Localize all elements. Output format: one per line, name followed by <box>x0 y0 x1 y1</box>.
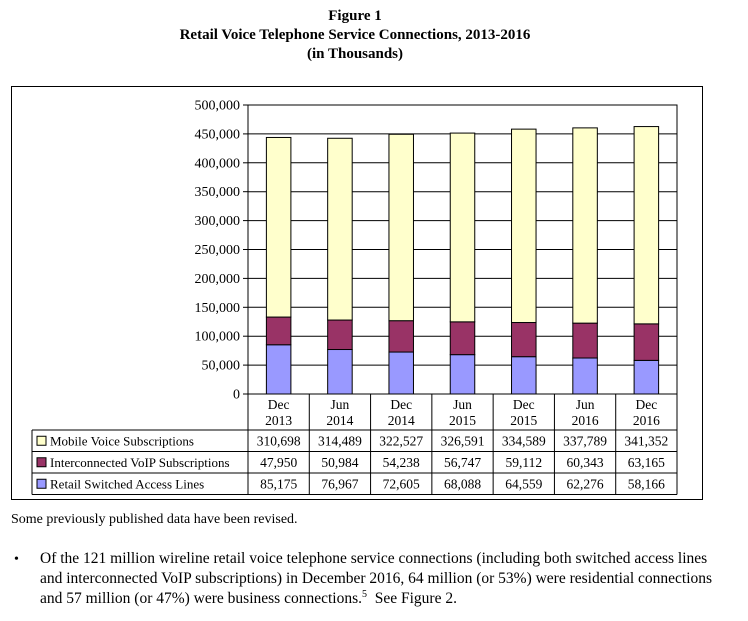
legend-swatch <box>36 435 47 446</box>
x-category-year: 2014 <box>326 413 353 428</box>
data-label: 50,984 <box>321 455 358 470</box>
bar-segment <box>265 136 292 318</box>
x-category-label: Jun <box>453 397 472 412</box>
data-label: 62,276 <box>567 476 604 491</box>
data-label: 58,166 <box>628 476 665 491</box>
bar-segment <box>572 127 598 324</box>
bar-segment <box>511 128 537 324</box>
y-tick-label: 150,000 <box>195 301 241 316</box>
bar-segment <box>633 359 660 395</box>
data-label: 56,747 <box>444 455 481 470</box>
revision-note: Some previously published data have been… <box>11 512 298 527</box>
bar-segment <box>633 126 660 325</box>
plot-border <box>247 104 678 395</box>
data-label: 314,489 <box>318 433 362 448</box>
figure-reference: See Figure 2. <box>367 590 457 607</box>
bar-segment <box>327 137 353 321</box>
bar-segment <box>388 351 414 395</box>
data-label: 76,967 <box>321 476 358 491</box>
bullet-text: Of the 121 million wireline retail voice… <box>40 550 713 607</box>
y-tick-label: 100,000 <box>195 330 241 345</box>
figure-title: Retail Voice Telephone Service Connectio… <box>179 27 531 43</box>
data-label: 47,950 <box>260 455 297 470</box>
y-tick-label: 450,000 <box>195 127 241 142</box>
y-tick-label: 50,000 <box>202 359 241 374</box>
bar-segment <box>327 349 353 395</box>
y-tick-label: 0 <box>233 388 240 403</box>
figure-label: Figure 1 <box>328 8 382 24</box>
data-label: 85,175 <box>260 476 297 491</box>
figure-units: (in Thousands) <box>306 46 404 62</box>
bar-segment <box>449 132 476 323</box>
data-label: 72,605 <box>383 476 420 491</box>
bar-segment <box>572 322 598 359</box>
bar-segment <box>633 323 660 361</box>
legend-label: Retail Switched Access Lines <box>50 476 204 491</box>
bar-segment <box>449 321 476 356</box>
data-label: 64,559 <box>505 476 542 491</box>
y-tick-label: 250,000 <box>195 243 241 258</box>
legend-label: Mobile Voice Subscriptions <box>50 433 194 448</box>
data-label: 59,112 <box>505 455 542 470</box>
data-label: 60,343 <box>567 455 604 470</box>
x-category-year: 2013 <box>265 413 292 428</box>
bar-segment <box>572 357 598 395</box>
legend-swatch <box>36 457 47 468</box>
bar-segment <box>511 322 537 358</box>
data-label: 337,789 <box>563 433 607 448</box>
x-category-year: 2016 <box>572 413 599 428</box>
y-tick-label: 200,000 <box>195 272 241 287</box>
y-tick-label: 400,000 <box>195 156 241 171</box>
data-label: 341,352 <box>624 433 668 448</box>
data-label: 54,238 <box>383 455 420 470</box>
bar-segment <box>511 356 537 395</box>
footnote-ref[interactable]: 5 <box>362 588 367 600</box>
x-category-year: 2015 <box>449 413 476 428</box>
x-category-label: Dec <box>268 397 290 412</box>
stacked-bar-chart: 0 50,000 100,000 150,000 200,000 250,000 300,0… <box>31 99 678 495</box>
data-label: 326,591 <box>441 433 485 448</box>
bar-segment <box>265 344 292 395</box>
data-label: 322,527 <box>379 433 423 448</box>
data-label: 68,088 <box>444 476 481 491</box>
bar-segment <box>388 133 414 322</box>
y-tick-label: 350,000 <box>195 185 241 200</box>
chart-frame: 0 50,000 100,000 150,000 200,000 250,000 300,0… <box>11 86 703 500</box>
bar-segment <box>388 320 414 353</box>
x-category-year: 2015 <box>510 413 537 428</box>
bullet-paragraph: Of the 121 million wireline retail voice… <box>40 549 730 609</box>
bar-segment <box>449 354 476 395</box>
legend-label: Interconnected VoIP Subscriptions <box>50 455 230 470</box>
x-category-year: 2016 <box>633 413 660 428</box>
legend-swatch <box>36 478 47 489</box>
bar-segment <box>265 316 292 346</box>
x-category-year: 2014 <box>388 413 415 428</box>
x-category-label: Dec <box>635 397 657 412</box>
x-category-label: Dec <box>390 397 412 412</box>
x-category-label: Jun <box>576 397 595 412</box>
y-tick-label: 300,000 <box>195 214 241 229</box>
x-category-label: Jun <box>331 397 350 412</box>
bullet-marker: • <box>14 552 19 567</box>
bar-segment <box>327 319 353 351</box>
data-label: 63,165 <box>628 455 665 470</box>
y-tick-label: 500,000 <box>195 99 241 114</box>
x-category-label: Dec <box>513 397 535 412</box>
data-label: 334,589 <box>502 433 546 448</box>
data-label: 310,698 <box>257 433 301 448</box>
